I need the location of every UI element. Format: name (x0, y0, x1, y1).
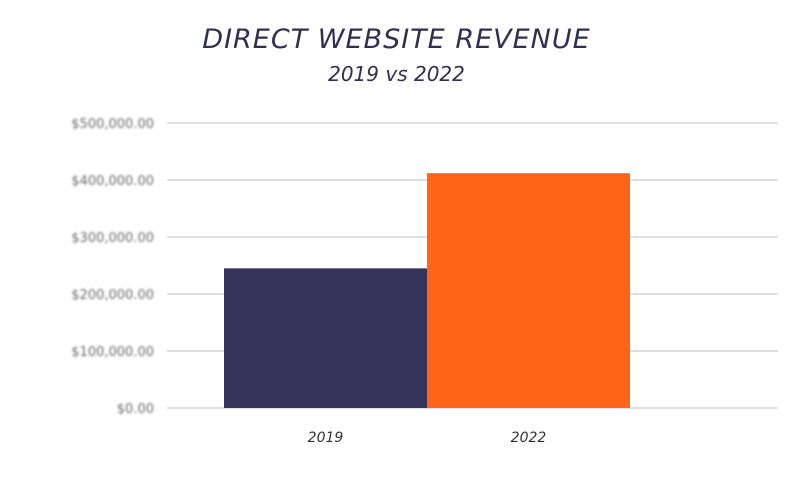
chart-subtitle: 2019 vs 2022 (328, 62, 465, 86)
chart-title: DIRECT WEBSITE REVENUE (202, 24, 591, 55)
y-axis-ticks: $0.00 $100,000.00 $200,000.00 $300,000.00 $4… (71, 117, 154, 417)
x-tick-label: 2019 (308, 430, 344, 446)
bars (224, 173, 630, 408)
bar-2022 (427, 173, 630, 408)
y-tick-label: $400,000.00 (71, 174, 154, 189)
y-tick-label: $0.00 (117, 402, 154, 417)
y-tick-label: $500,000.00 (71, 117, 154, 132)
bar-2019 (224, 268, 427, 408)
x-axis-ticks: 2019 2022 (308, 430, 547, 446)
y-tick-label: $300,000.00 (71, 231, 154, 246)
x-tick-label: 2022 (511, 430, 547, 446)
y-tick-label: $200,000.00 (71, 288, 154, 303)
y-tick-label: $100,000.00 (71, 345, 154, 360)
